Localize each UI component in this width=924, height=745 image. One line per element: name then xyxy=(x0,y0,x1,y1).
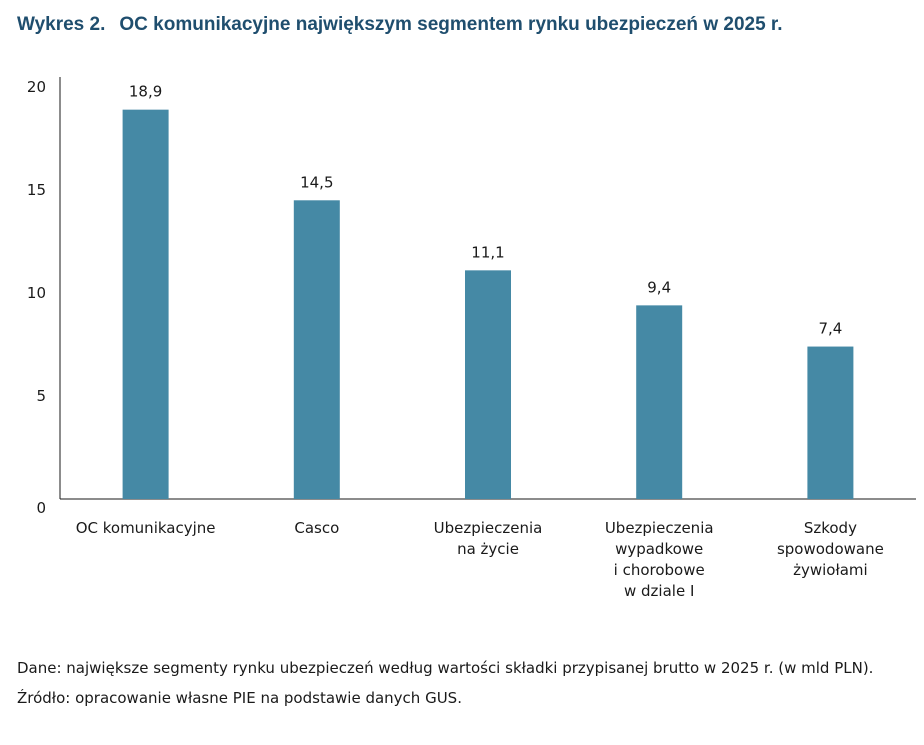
source-note: Źródło: opracowanie własne PIE na podsta… xyxy=(17,689,462,707)
chart-title-text: OC komunikacyjne największym segmentem r… xyxy=(119,14,783,35)
x-category-label: OC komunikacyjne xyxy=(76,519,216,537)
chart-notes: Dane: największe segmenty rynku ubezpiec… xyxy=(17,657,917,717)
y-tick-label: 10 xyxy=(27,284,46,302)
bar xyxy=(293,200,340,500)
x-category-label: Szkody spowodowane żywiołami xyxy=(777,519,884,579)
chart-title: Wykres 2. OC komunikacyjne największym se… xyxy=(17,14,783,36)
bar-value-label: 18,9 xyxy=(129,83,162,101)
bar-value-label: 9,4 xyxy=(647,278,671,296)
chart-title-prefix: Wykres 2. xyxy=(17,14,106,35)
bar-value-label: 11,1 xyxy=(471,243,504,261)
y-tick-label: 20 xyxy=(27,78,46,96)
bar-value-label: 7,4 xyxy=(818,320,842,338)
x-category-label: Ubezpieczenia wypadkowe i chorobowe w dzial… xyxy=(605,519,714,600)
y-tick-label: 15 xyxy=(27,181,46,199)
bar-value-label: 14,5 xyxy=(300,173,333,191)
bar-chart: 0 5 10 15 20 18,9 OC komunikacyjne 14,5 Casco 11,… xyxy=(27,77,916,600)
data-note: Dane: największe segmenty rynku ubezpiec… xyxy=(17,659,874,677)
x-category-label: Casco xyxy=(294,519,339,537)
bar xyxy=(807,346,854,499)
bar xyxy=(122,109,169,499)
bar xyxy=(636,305,683,499)
bar xyxy=(465,270,511,499)
y-tick-label: 0 xyxy=(36,499,46,517)
y-tick-label: 5 xyxy=(36,387,46,405)
x-category-label: Ubezpieczenia na życie xyxy=(434,519,543,558)
